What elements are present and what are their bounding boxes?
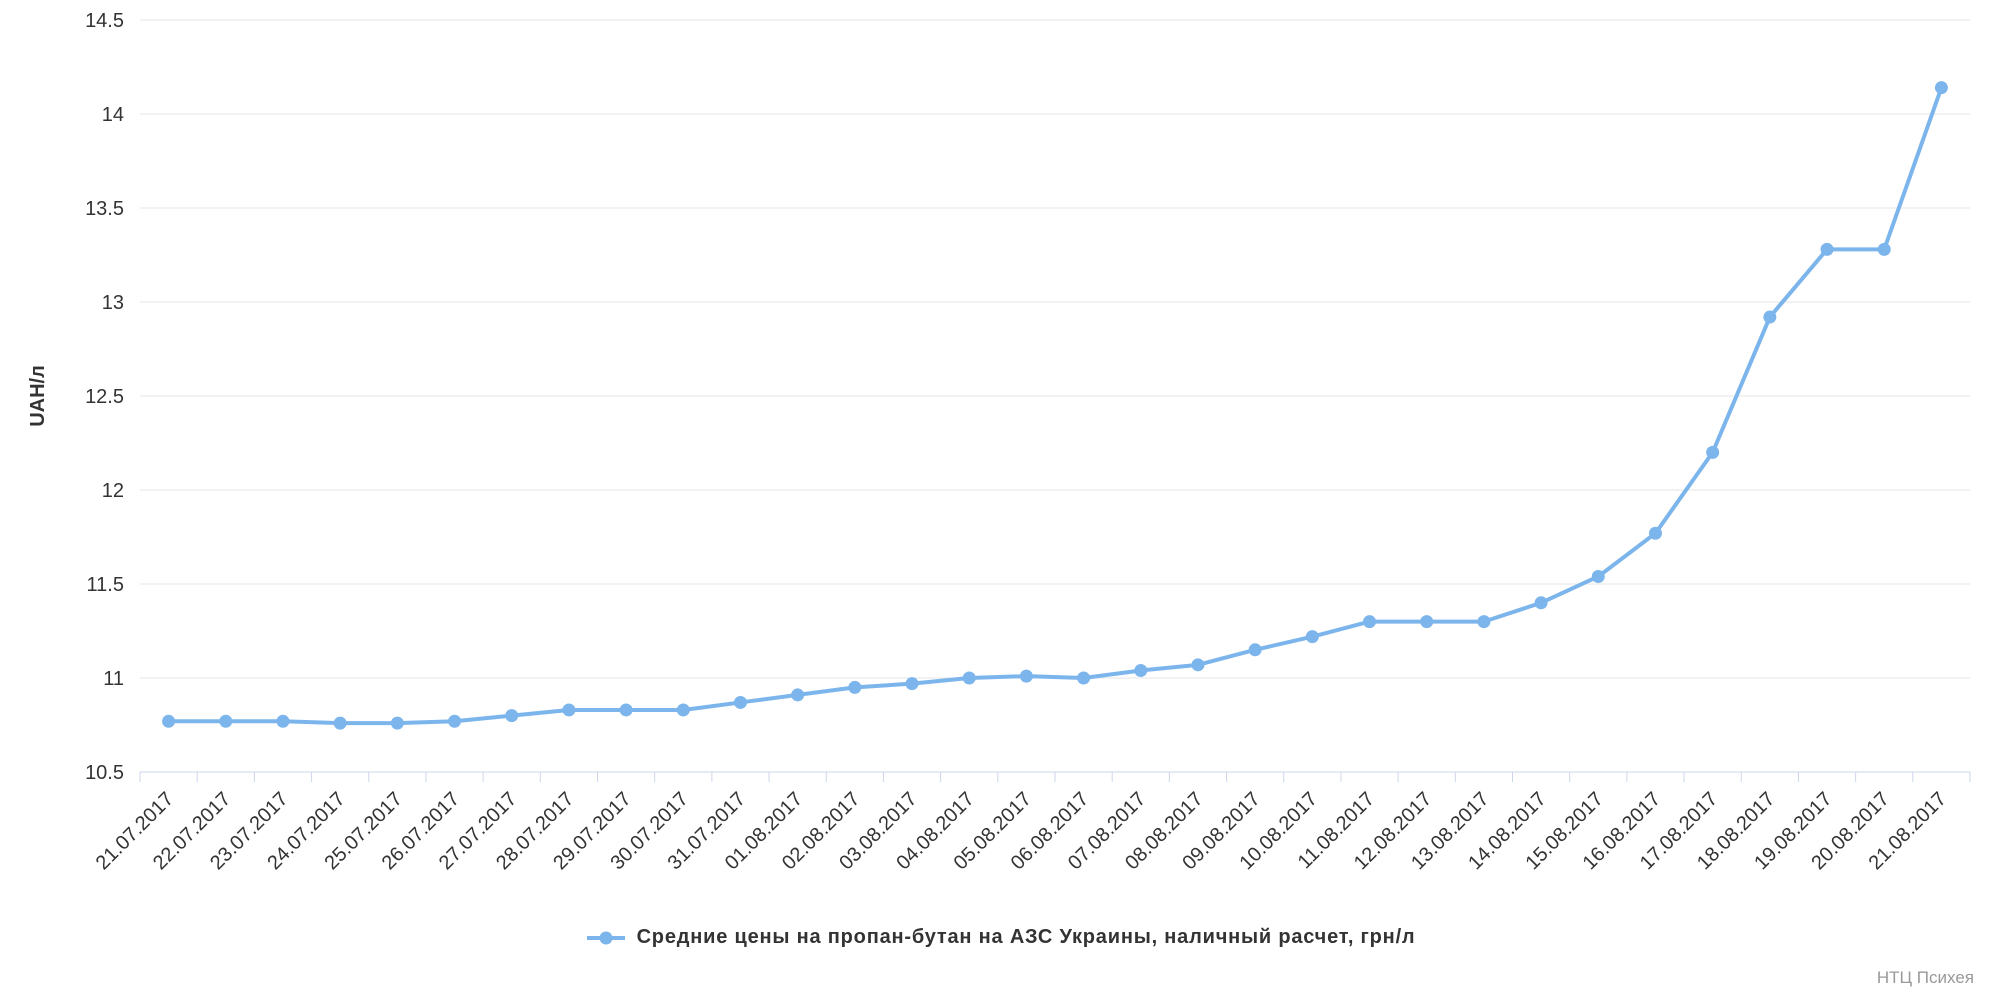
data-point[interactable] bbox=[676, 703, 690, 717]
y-tick-label: 14.5 bbox=[85, 10, 124, 32]
y-tick-label: 13 bbox=[102, 292, 124, 314]
watermark-text: НТЦ Психея bbox=[1876, 968, 1974, 987]
data-point[interactable] bbox=[1248, 643, 1262, 657]
data-point[interactable] bbox=[448, 714, 462, 728]
data-point[interactable] bbox=[1706, 445, 1720, 459]
data-point[interactable] bbox=[1820, 242, 1834, 256]
data-point[interactable] bbox=[1134, 663, 1148, 677]
y-axis-title: UAH/л bbox=[27, 365, 49, 427]
legend-item[interactable]: Средние цены на пропан-бутан на АЗС Укра… bbox=[0, 926, 2000, 949]
data-point[interactable] bbox=[1191, 658, 1205, 672]
data-point[interactable] bbox=[219, 714, 233, 728]
data-point[interactable] bbox=[162, 714, 176, 728]
data-point[interactable] bbox=[1934, 81, 1948, 95]
data-point[interactable] bbox=[333, 716, 347, 730]
legend-marker-icon bbox=[585, 928, 627, 948]
data-point[interactable] bbox=[1477, 615, 1491, 629]
data-point[interactable] bbox=[276, 714, 290, 728]
data-point[interactable] bbox=[1077, 671, 1091, 685]
y-tick-label: 11 bbox=[103, 668, 124, 690]
data-point[interactable] bbox=[1019, 669, 1033, 683]
data-point[interactable] bbox=[1534, 596, 1548, 610]
line-series bbox=[166, 85, 1944, 726]
data-point[interactable] bbox=[1305, 630, 1319, 644]
data-point[interactable] bbox=[791, 688, 805, 702]
y-tick-label: 13.5 bbox=[85, 198, 124, 220]
data-point[interactable] bbox=[848, 680, 862, 694]
legend-label: Средние цены на пропан-бутан на АЗС Укра… bbox=[636, 926, 1416, 948]
data-point[interactable] bbox=[905, 677, 919, 691]
data-point[interactable] bbox=[1363, 615, 1377, 629]
y-tick-label: 11.5 bbox=[87, 574, 124, 596]
data-point[interactable] bbox=[733, 695, 747, 709]
data-point[interactable] bbox=[1877, 242, 1891, 256]
data-point[interactable] bbox=[1648, 526, 1662, 540]
data-point[interactable] bbox=[1763, 310, 1777, 324]
y-tick-label: 10.5 bbox=[85, 762, 124, 784]
data-point[interactable] bbox=[505, 709, 519, 723]
y-tick-label: 14 bbox=[102, 104, 124, 126]
data-point[interactable] bbox=[562, 703, 576, 717]
data-point[interactable] bbox=[1420, 615, 1434, 629]
data-point[interactable] bbox=[619, 703, 633, 717]
data-point[interactable] bbox=[962, 671, 976, 685]
data-point[interactable] bbox=[1591, 569, 1605, 583]
y-tick-label: 12 bbox=[102, 480, 124, 502]
y-tick-label: 12.5 bbox=[85, 386, 124, 408]
data-point[interactable] bbox=[390, 716, 404, 730]
